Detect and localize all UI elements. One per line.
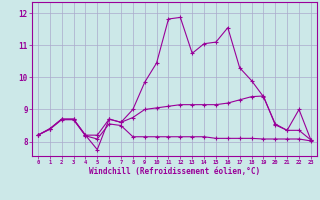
X-axis label: Windchill (Refroidissement éolien,°C): Windchill (Refroidissement éolien,°C) [89, 167, 260, 176]
